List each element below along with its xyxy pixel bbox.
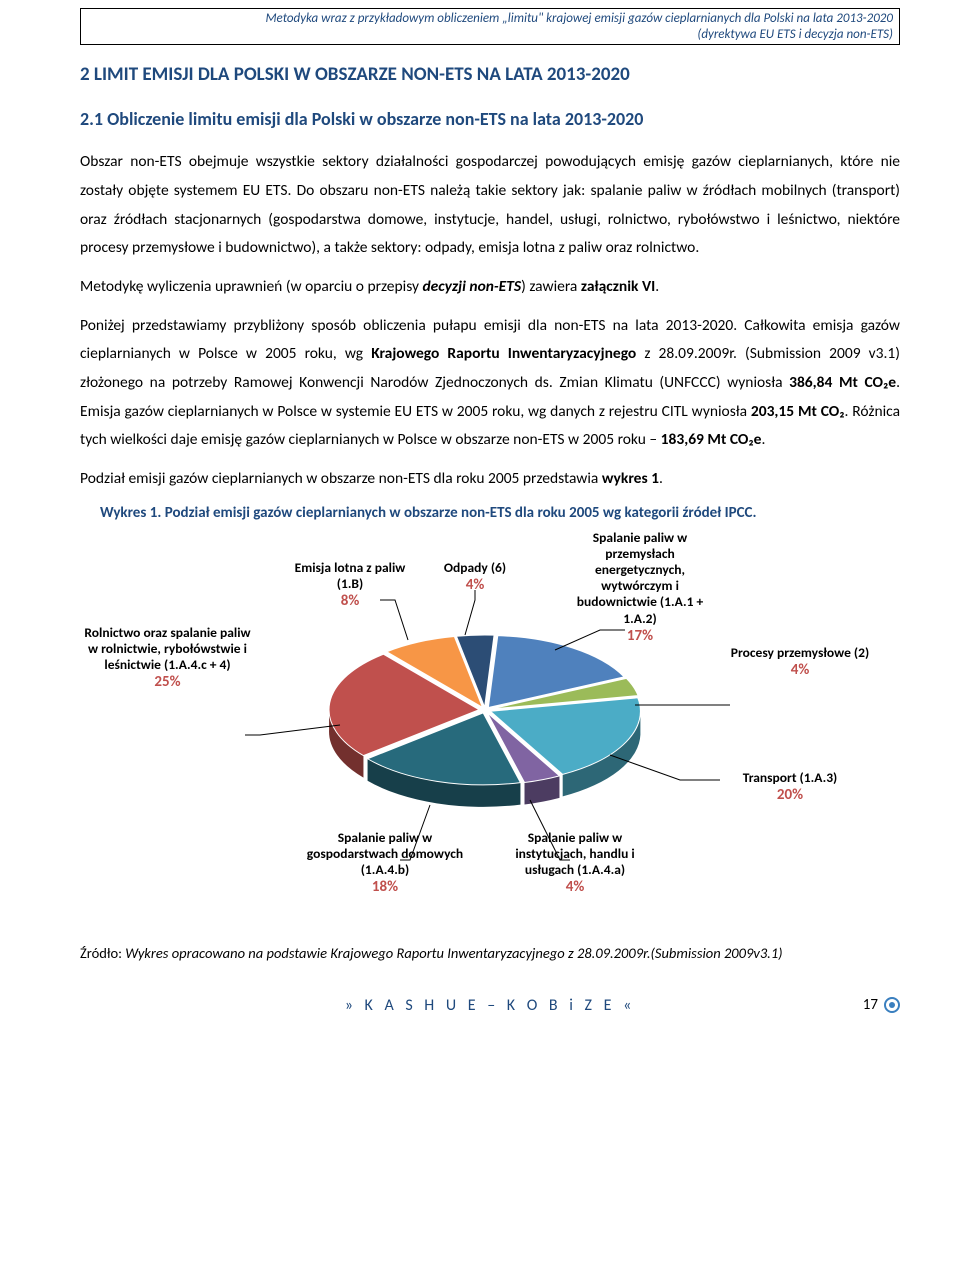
page-header-box: Metodyka wraz z przykładowym obliczeniem… — [80, 8, 900, 45]
header-line-1: Metodyka wraz z przykładowym obliczeniem… — [87, 11, 893, 27]
chart-label-odpady: Odpady (6) 4% — [425, 560, 525, 594]
chart-label-energetyka: Spalanie paliw w przemysłach energetyczn… — [560, 530, 720, 645]
footer-center-text: » K A S H U E – K O B i Z E « — [345, 996, 636, 1015]
body-text: Obszar non-ETS obejmuje wszystkie sektor… — [80, 148, 900, 493]
paragraph-1: Obszar non-ETS obejmuje wszystkie sektor… — [80, 148, 900, 263]
paragraph-3: Poniżej przedstawiamy przybliżony sposób… — [80, 312, 900, 455]
chart-title: Wykres 1. Podział emisji gazów cieplarni… — [80, 504, 900, 522]
header-line-2: (dyrektywa EU ETS i decyzja non-ETS) — [87, 27, 893, 43]
chart-label-instytucje: Spalanie paliw w instytucjach, handlu i … — [500, 830, 650, 897]
chart-source: Źródło: Wykres opracowano na podstawie K… — [80, 944, 900, 963]
section-heading-2: 2.1 Obliczenie limitu emisji dla Polski … — [80, 108, 900, 130]
chart-label-transport: Transport (1.A.3) 20% — [710, 770, 870, 804]
chart-label-procesy: Procesy przemysłowe (2) 4% — [725, 645, 875, 679]
footer-page-number: 17 — [863, 996, 900, 1014]
chart-label-emisja-lotna: Emisja lotna z paliw (1.B) 8% — [290, 560, 410, 610]
chart-label-gospodarstwa: Spalanie paliw w gospodarstwach domowych… — [305, 830, 465, 897]
target-icon — [884, 997, 900, 1013]
page-footer: » K A S H U E – K O B i Z E « 17 — [80, 996, 900, 1014]
chart-label-rolnictwo: Rolnictwo oraz spalanie paliw w rolnictw… — [80, 625, 255, 692]
pie-chart: Rolnictwo oraz spalanie paliw w rolnictw… — [80, 530, 900, 940]
pie-wrap — [315, 630, 655, 810]
paragraph-4: Podział emisji gazów cieplarnianych w ob… — [80, 465, 900, 494]
section-heading-1: 2 LIMIT EMISJI DLA POLSKI W OBSZARZE NON… — [80, 63, 900, 86]
paragraph-2: Metodykę wyliczenia uprawnień (w oparciu… — [80, 273, 900, 302]
pie-svg — [315, 630, 655, 810]
